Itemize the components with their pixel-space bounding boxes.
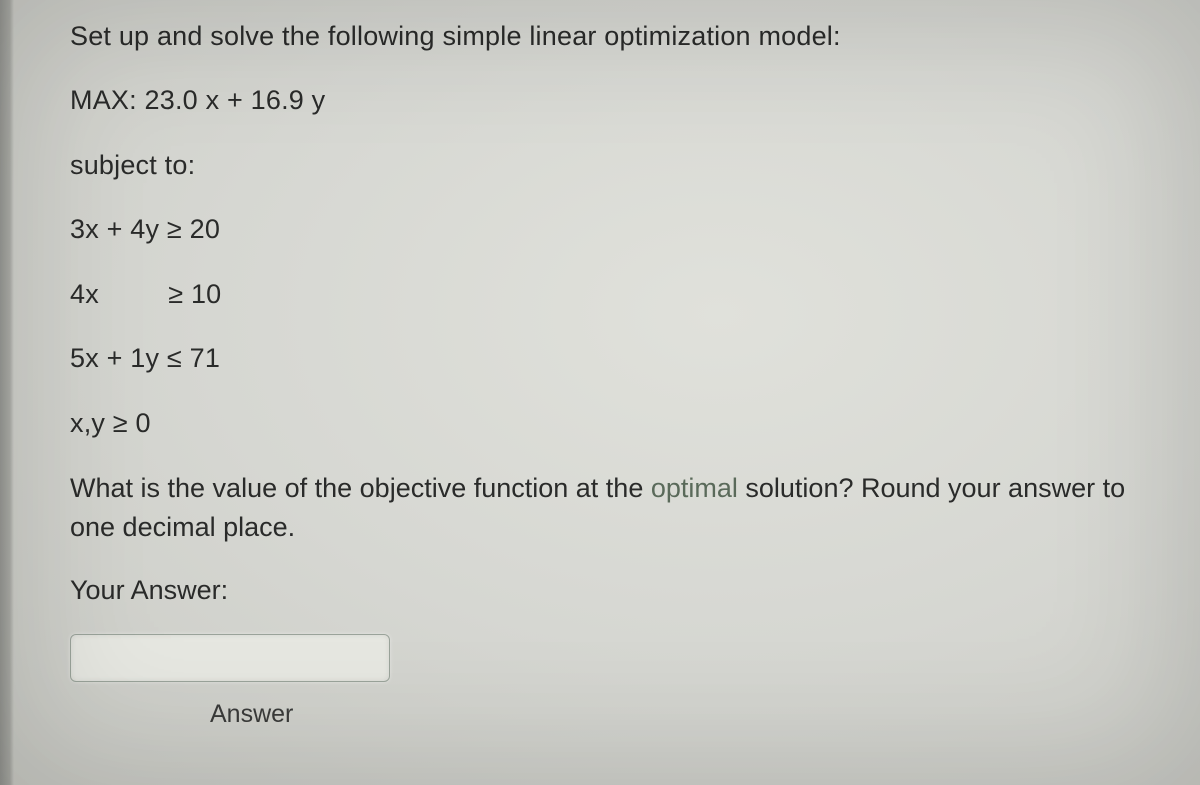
problem-intro: Set up and solve the following simple li… [70,18,1140,54]
answer-input-row: Answer [70,634,1140,729]
question-page: Set up and solve the following simple li… [0,0,1200,785]
answer-input[interactable] [70,634,390,682]
constraint-1: 3x + 4y ≥ 20 [70,211,1140,247]
left-shadow-strip [0,0,14,785]
constraint-2: 4x ≥ 10 [70,276,1140,312]
your-answer-label: Your Answer: [70,575,1140,606]
answer-button[interactable]: Answer [210,700,293,729]
question-prefix: What is the value of the objective funct… [70,473,651,503]
constraint-4: x,y ≥ 0 [70,405,1140,441]
question-text: What is the value of the objective funct… [70,469,1140,547]
constraint-3: 5x + 1y ≤ 71 [70,340,1140,376]
question-optimal-word: optimal [651,473,738,503]
objective-function: MAX: 23.0 x + 16.9 y [70,82,1140,118]
subject-to-label: subject to: [70,147,1140,183]
